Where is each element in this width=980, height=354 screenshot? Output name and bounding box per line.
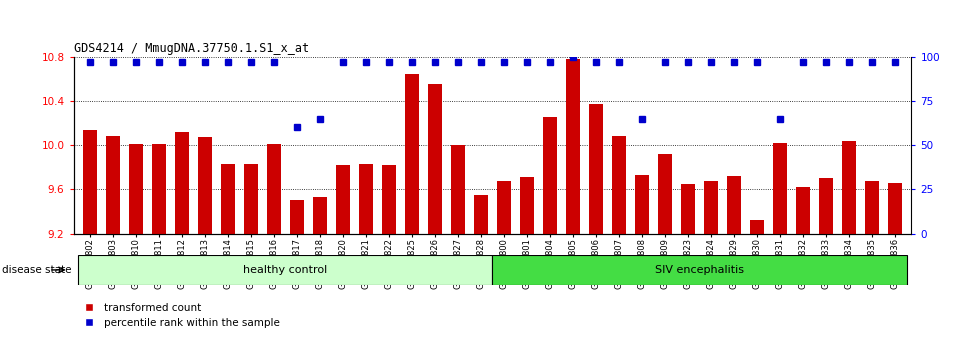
Legend: transformed count, percentile rank within the sample: transformed count, percentile rank withi… bbox=[78, 303, 279, 328]
Bar bbox=[681, 184, 695, 354]
Bar bbox=[865, 181, 879, 354]
Text: SIV encephalitis: SIV encephalitis bbox=[655, 265, 744, 275]
Bar bbox=[290, 200, 304, 354]
Bar bbox=[220, 164, 234, 354]
Bar bbox=[819, 178, 833, 354]
Bar bbox=[428, 84, 442, 354]
Bar bbox=[313, 197, 326, 354]
Bar bbox=[635, 175, 649, 354]
Bar bbox=[543, 118, 557, 354]
Bar bbox=[451, 145, 465, 354]
Bar bbox=[359, 164, 372, 354]
Bar bbox=[797, 187, 810, 354]
Bar bbox=[128, 144, 142, 354]
Bar bbox=[612, 136, 626, 354]
Bar bbox=[751, 220, 764, 354]
Bar bbox=[82, 130, 96, 354]
Bar bbox=[727, 176, 741, 354]
Text: healthy control: healthy control bbox=[243, 265, 327, 275]
Bar bbox=[773, 143, 787, 354]
Bar bbox=[267, 144, 280, 354]
Bar bbox=[174, 132, 188, 354]
Bar bbox=[106, 136, 120, 354]
Bar bbox=[492, 255, 906, 285]
Bar bbox=[336, 165, 350, 354]
Bar bbox=[566, 59, 580, 354]
Bar bbox=[589, 104, 603, 354]
Text: GDS4214 / MmugDNA.37750.1.S1_x_at: GDS4214 / MmugDNA.37750.1.S1_x_at bbox=[74, 42, 309, 56]
Bar bbox=[382, 165, 396, 354]
Bar bbox=[244, 164, 258, 354]
Bar bbox=[497, 181, 511, 354]
Bar bbox=[198, 137, 212, 354]
Bar bbox=[78, 255, 492, 285]
Bar bbox=[705, 181, 718, 354]
Bar bbox=[889, 183, 903, 354]
Bar bbox=[659, 154, 672, 354]
Bar bbox=[520, 177, 534, 354]
Bar bbox=[474, 195, 488, 354]
Bar bbox=[843, 141, 857, 354]
Text: disease state: disease state bbox=[2, 265, 72, 275]
Bar bbox=[405, 74, 418, 354]
Bar bbox=[152, 144, 166, 354]
